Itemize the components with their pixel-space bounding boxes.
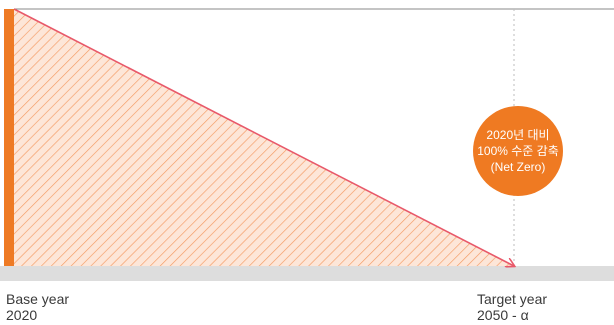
reduction-trend-arrow <box>13 8 514 266</box>
base-year-caption: Base year <box>6 291 70 307</box>
target-year-label: Target year 2050 - α <box>477 291 547 323</box>
target-year-value: 2050 - α <box>477 307 529 323</box>
badge-line-2: 100% 수준 감축 <box>477 144 559 158</box>
net-zero-badge: 2020년 대비 100% 수준 감축 (Net Zero) <box>473 106 563 196</box>
base-year-bar <box>4 9 14 266</box>
badge-line-3: (Net Zero) <box>490 160 546 174</box>
badge-line-1: 2020년 대비 <box>486 128 550 142</box>
base-year-value: 2020 <box>6 307 38 323</box>
target-year-caption: Target year <box>477 291 548 307</box>
base-year-label: Base year 2020 <box>6 291 69 323</box>
floor-band <box>0 266 614 281</box>
